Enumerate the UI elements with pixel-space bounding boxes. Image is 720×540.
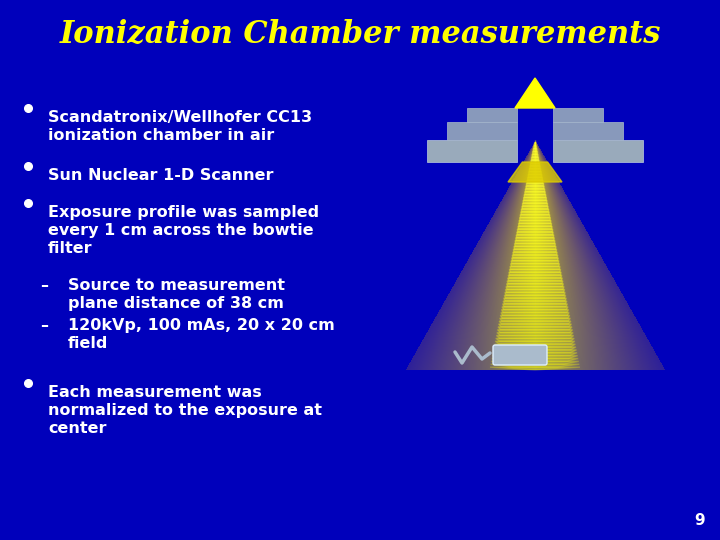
Polygon shape bbox=[531, 157, 539, 160]
Polygon shape bbox=[512, 255, 558, 258]
Polygon shape bbox=[523, 203, 547, 206]
Polygon shape bbox=[518, 229, 553, 232]
Polygon shape bbox=[511, 261, 559, 264]
Polygon shape bbox=[534, 148, 536, 152]
Polygon shape bbox=[509, 272, 561, 275]
Bar bbox=[447, 122, 517, 140]
Polygon shape bbox=[498, 327, 572, 330]
Polygon shape bbox=[518, 226, 552, 229]
Polygon shape bbox=[518, 224, 552, 226]
Polygon shape bbox=[517, 232, 553, 235]
Polygon shape bbox=[503, 304, 567, 307]
Polygon shape bbox=[525, 192, 545, 194]
Polygon shape bbox=[490, 367, 580, 370]
Polygon shape bbox=[510, 267, 560, 269]
Polygon shape bbox=[506, 287, 564, 289]
Polygon shape bbox=[514, 246, 556, 249]
Text: Each measurement was
normalized to the exposure at
center: Each measurement was normalized to the e… bbox=[48, 385, 322, 436]
Polygon shape bbox=[521, 215, 550, 218]
Polygon shape bbox=[492, 356, 577, 359]
Polygon shape bbox=[528, 174, 542, 177]
Polygon shape bbox=[524, 194, 546, 198]
Polygon shape bbox=[492, 359, 578, 361]
Polygon shape bbox=[500, 318, 570, 321]
Polygon shape bbox=[510, 264, 559, 267]
Polygon shape bbox=[496, 339, 575, 341]
Polygon shape bbox=[515, 244, 555, 246]
Polygon shape bbox=[491, 361, 579, 365]
Bar bbox=[467, 108, 517, 122]
Bar bbox=[427, 140, 517, 162]
Polygon shape bbox=[508, 278, 562, 281]
Polygon shape bbox=[521, 209, 549, 212]
Polygon shape bbox=[503, 301, 567, 304]
Polygon shape bbox=[508, 275, 562, 278]
Bar bbox=[553, 122, 623, 140]
Polygon shape bbox=[513, 252, 557, 255]
Polygon shape bbox=[498, 330, 572, 333]
Polygon shape bbox=[490, 364, 580, 367]
Polygon shape bbox=[499, 321, 571, 324]
Polygon shape bbox=[501, 309, 569, 313]
Bar bbox=[553, 108, 603, 122]
Bar bbox=[553, 140, 643, 162]
Polygon shape bbox=[526, 183, 544, 186]
Polygon shape bbox=[522, 206, 548, 209]
Text: Exposure profile was sampled
every 1 cm across the bowtie
filter: Exposure profile was sampled every 1 cm … bbox=[48, 205, 319, 256]
Polygon shape bbox=[497, 333, 573, 335]
Polygon shape bbox=[527, 180, 543, 183]
Polygon shape bbox=[498, 324, 572, 327]
Polygon shape bbox=[519, 220, 551, 224]
Polygon shape bbox=[528, 172, 541, 174]
Polygon shape bbox=[532, 154, 538, 157]
Polygon shape bbox=[504, 295, 566, 298]
Polygon shape bbox=[534, 146, 536, 148]
Polygon shape bbox=[507, 281, 563, 284]
Text: Scandatronix/Wellhofer CC13
ionization chamber in air: Scandatronix/Wellhofer CC13 ionization c… bbox=[48, 110, 312, 143]
Polygon shape bbox=[530, 166, 540, 168]
Polygon shape bbox=[531, 160, 539, 163]
Polygon shape bbox=[533, 152, 537, 154]
Polygon shape bbox=[502, 307, 568, 309]
Text: Ionization Chamber measurements: Ionization Chamber measurements bbox=[59, 19, 661, 51]
Polygon shape bbox=[493, 353, 577, 356]
Polygon shape bbox=[526, 186, 544, 189]
Polygon shape bbox=[534, 143, 536, 146]
Text: Source to measurement
plane distance of 38 cm: Source to measurement plane distance of … bbox=[68, 278, 285, 311]
Polygon shape bbox=[515, 78, 555, 108]
Polygon shape bbox=[521, 212, 549, 215]
Polygon shape bbox=[500, 315, 570, 318]
Polygon shape bbox=[523, 198, 546, 200]
Polygon shape bbox=[504, 298, 567, 301]
Polygon shape bbox=[531, 163, 539, 166]
Polygon shape bbox=[516, 235, 554, 238]
Polygon shape bbox=[494, 347, 576, 350]
Text: –: – bbox=[40, 278, 48, 293]
Text: –: – bbox=[40, 318, 48, 333]
Polygon shape bbox=[510, 269, 561, 272]
Polygon shape bbox=[512, 258, 558, 261]
Polygon shape bbox=[505, 292, 565, 295]
Polygon shape bbox=[526, 189, 544, 192]
Polygon shape bbox=[529, 168, 541, 172]
Polygon shape bbox=[501, 313, 569, 315]
Polygon shape bbox=[507, 284, 564, 287]
Text: 9: 9 bbox=[694, 513, 705, 528]
Polygon shape bbox=[495, 344, 575, 347]
Text: Sun Nuclear 1-D Scanner: Sun Nuclear 1-D Scanner bbox=[48, 168, 274, 183]
Polygon shape bbox=[513, 249, 557, 252]
Text: 120kVp, 100 mAs, 20 x 20 cm
field: 120kVp, 100 mAs, 20 x 20 cm field bbox=[68, 318, 335, 351]
Polygon shape bbox=[528, 177, 542, 180]
Polygon shape bbox=[505, 289, 564, 292]
Polygon shape bbox=[496, 335, 574, 339]
Polygon shape bbox=[520, 218, 550, 220]
Polygon shape bbox=[523, 200, 547, 203]
Polygon shape bbox=[493, 350, 577, 353]
FancyBboxPatch shape bbox=[493, 345, 547, 365]
Polygon shape bbox=[516, 238, 554, 241]
Polygon shape bbox=[508, 162, 562, 182]
Polygon shape bbox=[515, 241, 555, 244]
Polygon shape bbox=[495, 341, 575, 344]
